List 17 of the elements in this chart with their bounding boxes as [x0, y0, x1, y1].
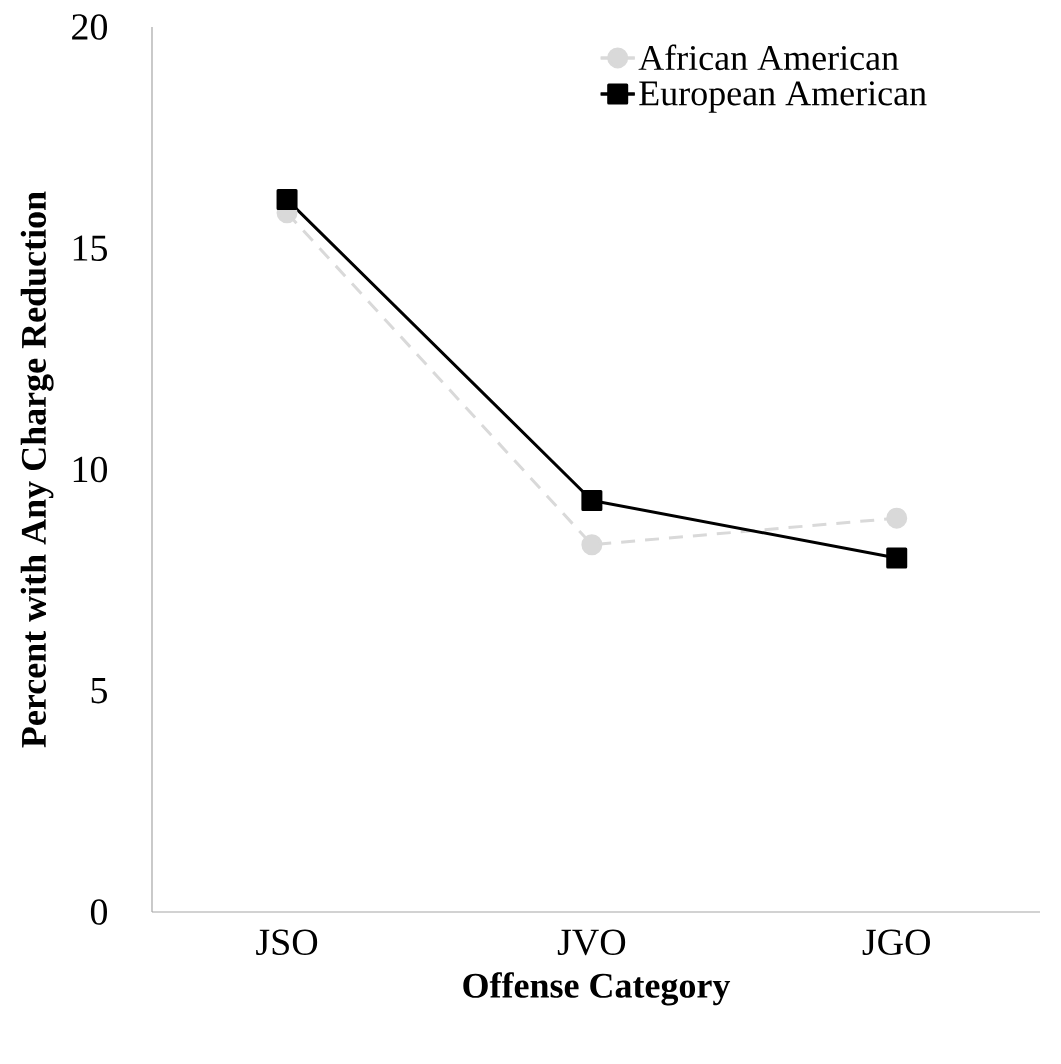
point [276, 189, 298, 211]
y-tick-label: 15 [73, 235, 107, 261]
legend-label: African American [638, 44, 899, 71]
x-axis-title: Offense Category [463, 972, 731, 1006]
y-tick-label: 5 [91, 678, 107, 704]
x-tick-label: JGO [862, 929, 930, 956]
point [886, 507, 908, 529]
point [581, 489, 603, 511]
x-tick-label: JSO [256, 929, 318, 956]
point [581, 534, 603, 556]
point [886, 547, 908, 569]
y-axis-title: Percent with Any Charge Reduction [20, 191, 54, 748]
y-tick-label: 20 [72, 14, 108, 40]
legend-label: European American [639, 81, 927, 113]
y-tick-label: 0 [90, 899, 108, 925]
x-tick-label: JVO [557, 929, 626, 956]
y-tick-label: 10 [73, 456, 108, 483]
